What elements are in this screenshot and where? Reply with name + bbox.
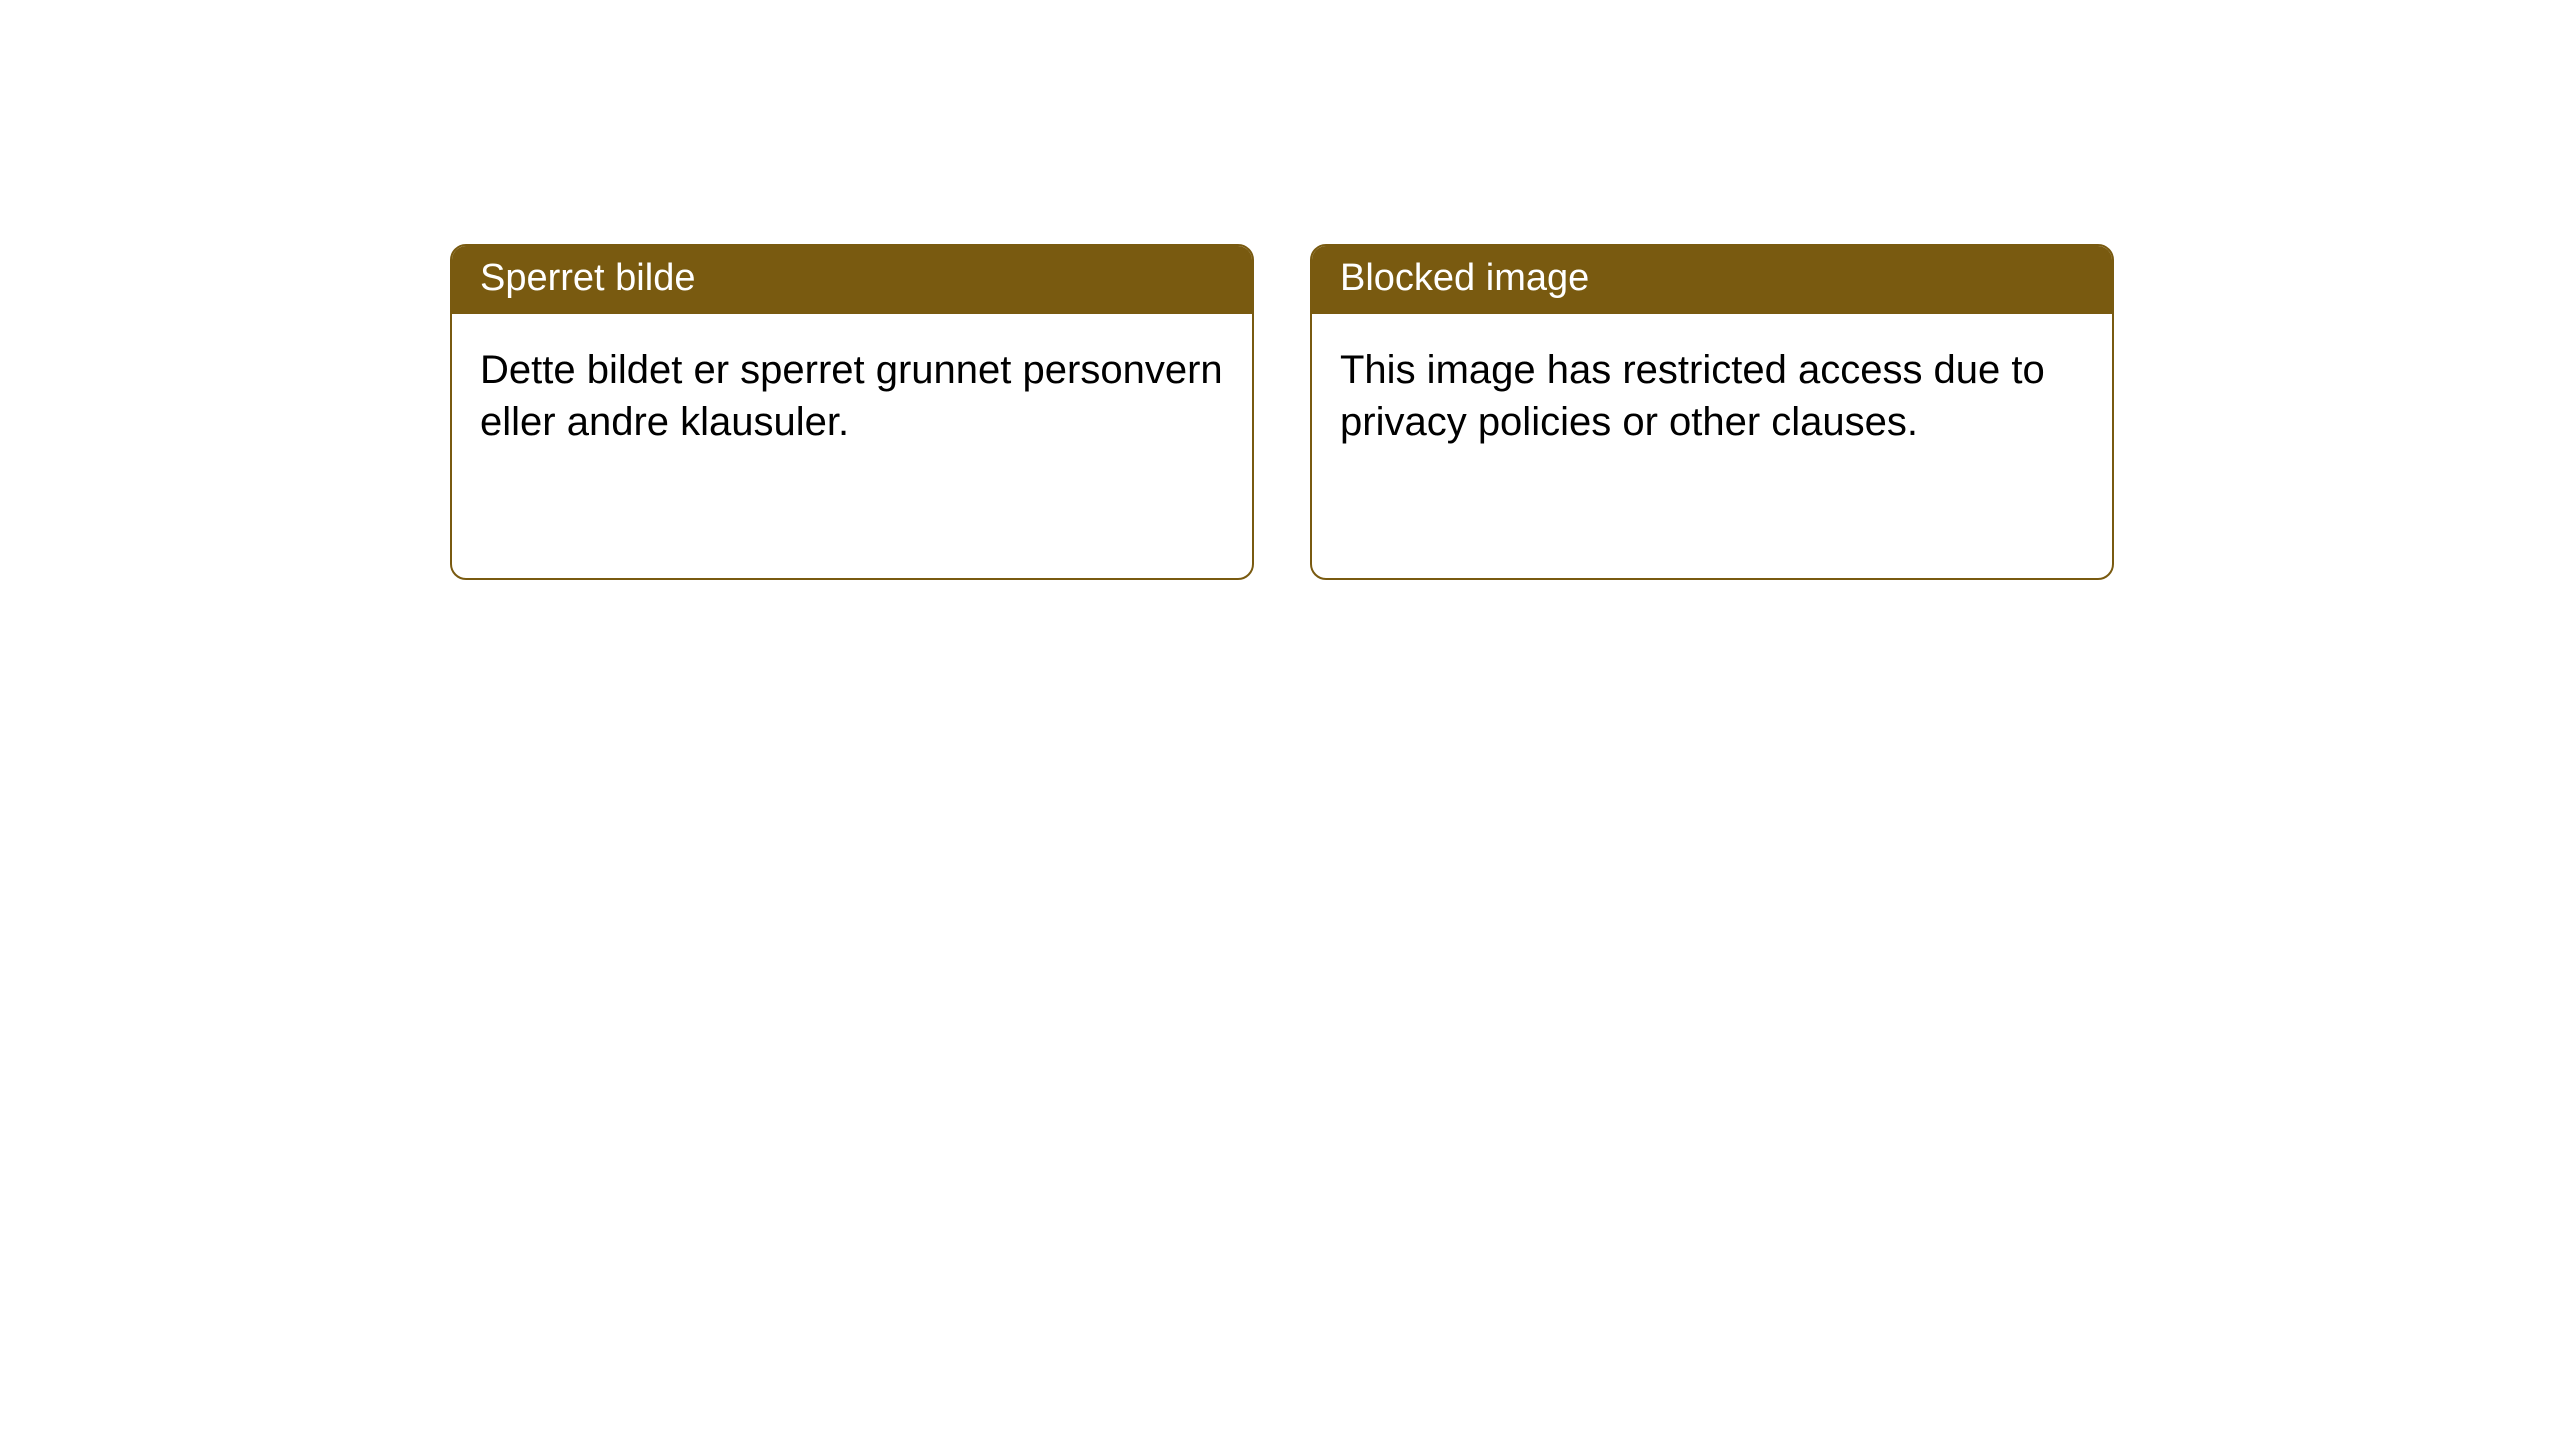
notice-title: Blocked image (1312, 246, 2112, 314)
notice-body: Dette bildet er sperret grunnet personve… (452, 314, 1252, 478)
notice-card-english: Blocked image This image has restricted … (1310, 244, 2114, 580)
notice-body: This image has restricted access due to … (1312, 314, 2112, 478)
notice-card-norwegian: Sperret bilde Dette bildet er sperret gr… (450, 244, 1254, 580)
notice-title: Sperret bilde (452, 246, 1252, 314)
notice-container: Sperret bilde Dette bildet er sperret gr… (0, 0, 2560, 580)
